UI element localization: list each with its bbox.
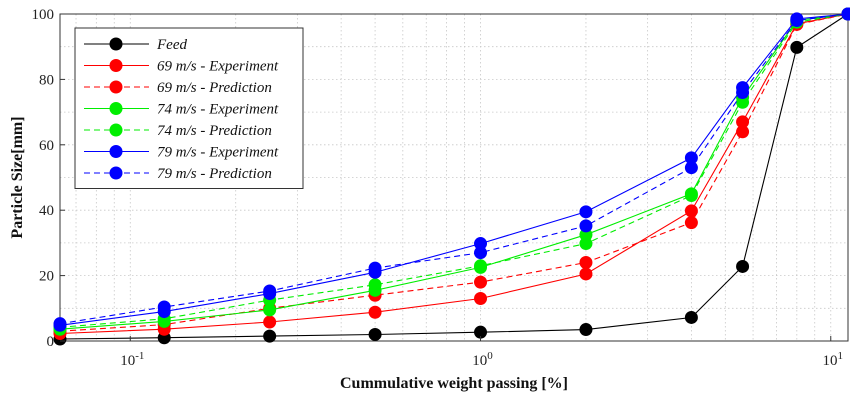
data-point (579, 205, 593, 219)
data-point (684, 161, 698, 175)
x-tick-label: 10-1 (120, 350, 144, 369)
data-point (263, 329, 277, 343)
legend-entry-label: 79 m/s - Prediction (157, 166, 272, 182)
data-point (474, 291, 488, 305)
y-tick-label: 100 (32, 7, 55, 23)
data-point (368, 278, 382, 292)
data-point (790, 40, 804, 54)
legend-swatch-marker (109, 37, 123, 51)
legend-entry-label: 74 m/s - Prediction (157, 123, 272, 139)
series-line (59, 13, 849, 330)
y-tick-label: 20 (39, 269, 54, 285)
data-point (263, 315, 277, 329)
legend-swatch-marker (109, 123, 123, 137)
data-point (736, 125, 750, 139)
data-point (368, 261, 382, 275)
series-6 (53, 7, 850, 331)
plot-area-frame (59, 13, 849, 342)
data-point (474, 246, 488, 260)
data-point (157, 300, 171, 314)
data-point (474, 275, 488, 289)
x-axis-ticks: 10-1 100 101 (120, 336, 843, 369)
legend-swatch-marker (109, 166, 123, 180)
data-point (474, 259, 488, 273)
legend: Feed 69 m/s - Experiment 69 m/s - Predicti… (74, 27, 304, 189)
data-point (736, 85, 750, 99)
legend-swatch-marker (109, 80, 123, 94)
legend-swatch-marker (109, 145, 123, 158)
data-point (474, 237, 488, 251)
y-axis-ticks: 0 20 40 60 80 100 (32, 7, 65, 350)
data-point (368, 305, 382, 319)
data-point (263, 303, 277, 317)
series-line (59, 13, 849, 326)
data-point (736, 259, 750, 273)
legend-entry-label: 74 m/s - Experiment (157, 102, 279, 118)
series-layer (53, 7, 850, 346)
data-point (684, 188, 698, 202)
data-point (841, 7, 850, 21)
series-line (59, 13, 849, 340)
x-axis-title: Cummulative weight passing [%] (340, 375, 568, 392)
data-point (53, 317, 67, 331)
series-line (59, 13, 849, 325)
y-tick-label: 80 (39, 72, 54, 88)
data-point (579, 267, 593, 281)
series-line (59, 13, 849, 328)
data-point (736, 95, 750, 109)
y-axis-title: Particle Size[mm] (9, 116, 26, 238)
legend-entry-label: 69 m/s - Prediction (157, 80, 272, 96)
data-point (684, 216, 698, 230)
data-point (579, 256, 593, 270)
data-point (263, 284, 277, 298)
legend-entry-label: 69 m/s - Experiment (157, 59, 279, 75)
data-point (684, 151, 698, 165)
y-tick-label: 0 (47, 334, 55, 350)
data-point (579, 219, 593, 233)
y-tick-label: 60 (39, 138, 54, 154)
data-point (579, 237, 593, 251)
data-point (790, 14, 804, 28)
data-point (579, 323, 593, 337)
data-point (684, 310, 698, 324)
y-tick-label: 40 (39, 203, 54, 219)
legend-entry-label: Feed (156, 37, 187, 53)
legend-swatch-marker (109, 102, 123, 115)
x-tick-label: 100 (472, 350, 493, 369)
legend-swatch-marker (109, 59, 123, 72)
legend-entry-label: 79 m/s - Experiment (157, 145, 279, 161)
data-point (684, 204, 698, 218)
data-point (474, 325, 488, 339)
data-point (368, 327, 382, 341)
x-tick-label: 101 (823, 350, 844, 369)
series-line (59, 13, 849, 335)
